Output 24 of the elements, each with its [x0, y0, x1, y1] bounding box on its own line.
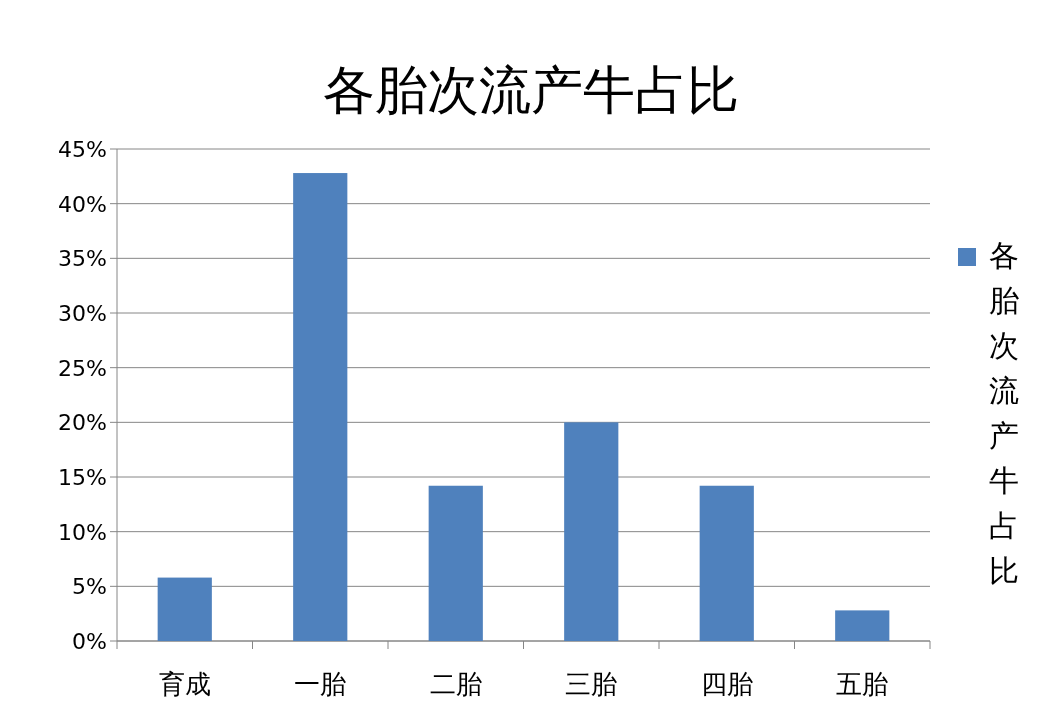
y-tick-label: 30% [58, 301, 107, 326]
chart-title: 各胎次流产牛占比 [323, 60, 739, 120]
bar [699, 485, 754, 641]
y-tick-label: 35% [58, 246, 107, 272]
x-tick-label: 育成 [158, 669, 211, 699]
bar [428, 485, 483, 641]
y-tick-label: 40% [58, 191, 107, 217]
legend-label: 各胎次流产牛占比 [989, 238, 1019, 588]
bar [293, 173, 348, 641]
y-tick-label: 15% [58, 465, 107, 490]
y-tick-label: 5% [72, 574, 107, 600]
bar [564, 422, 619, 641]
x-tick-label: 一胎 [294, 669, 347, 699]
x-tick-label: 四胎 [700, 669, 753, 699]
bar [835, 610, 890, 641]
y-tick-label: 10% [58, 519, 107, 545]
y-tick-label: 25% [58, 355, 107, 381]
bar [157, 577, 212, 641]
y-tick-label: 20% [58, 410, 107, 436]
y-tick-label: 45% [58, 137, 107, 162]
x-tick-label: 三胎 [565, 669, 618, 699]
x-tick-label: 二胎 [429, 669, 482, 699]
y-tick-label: 0% [72, 629, 107, 654]
x-tick-label: 五胎 [836, 669, 889, 699]
